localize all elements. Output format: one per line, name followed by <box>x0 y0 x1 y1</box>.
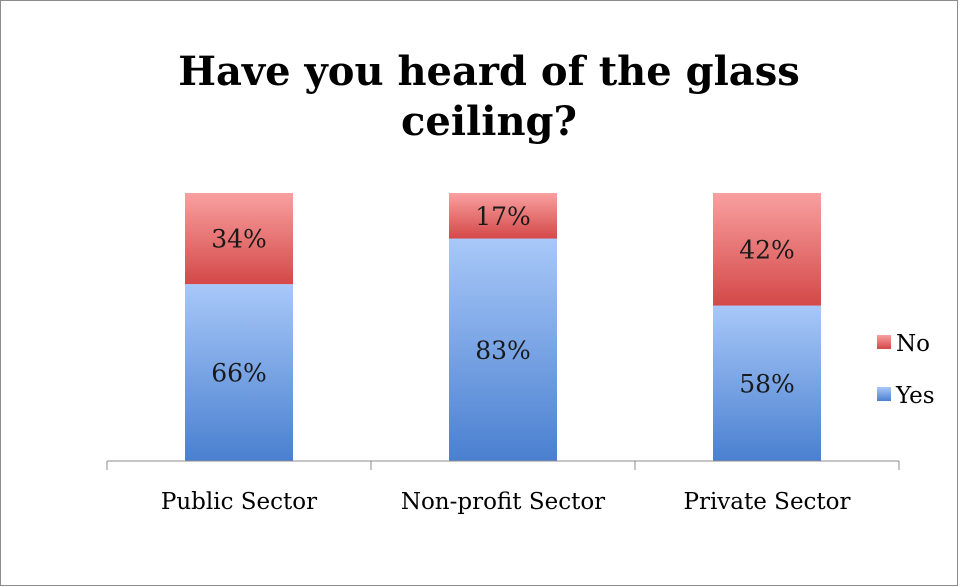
chart-title: Have you heard of the glass ceiling? <box>178 48 800 145</box>
x-tick-label-non-profit-sector: Non-profit Sector <box>401 489 605 515</box>
legend: No Yes <box>877 331 935 409</box>
x-tick-label-private-sector: Private Sector <box>683 489 850 515</box>
legend-swatch-no <box>877 335 891 349</box>
data-label-yes-non-profit-sector: 83% <box>475 336 531 365</box>
legend-label-yes: Yes <box>895 383 935 409</box>
chart-title-line-1: Have you heard of the glass <box>178 48 800 95</box>
legend-label-no: No <box>896 331 930 357</box>
data-label-no-non-profit-sector: 17% <box>475 202 531 231</box>
data-label-yes-public-sector: 66% <box>211 359 267 388</box>
bar-no-public-sector <box>185 193 293 285</box>
bar-yes-non-profit-sector <box>449 238 557 461</box>
x-axis: Public Sector Non-profit Sector Private Se… <box>106 460 900 515</box>
legend-swatch-yes <box>877 387 891 401</box>
bar-yes-private-sector <box>713 305 821 461</box>
bar-no-private-sector <box>713 193 821 306</box>
x-tick-label-public-sector: Public Sector <box>161 489 317 515</box>
bars-group: 66% 34% 83% 17% 58% 42% <box>185 193 821 461</box>
data-label-yes-private-sector: 58% <box>739 369 795 398</box>
bar-yes-public-sector <box>185 284 293 461</box>
bar-no-non-profit-sector <box>449 193 557 239</box>
data-label-no-private-sector: 42% <box>739 235 795 264</box>
chart-title-line-2: ceiling? <box>401 98 577 145</box>
data-label-no-public-sector: 34% <box>211 225 267 254</box>
